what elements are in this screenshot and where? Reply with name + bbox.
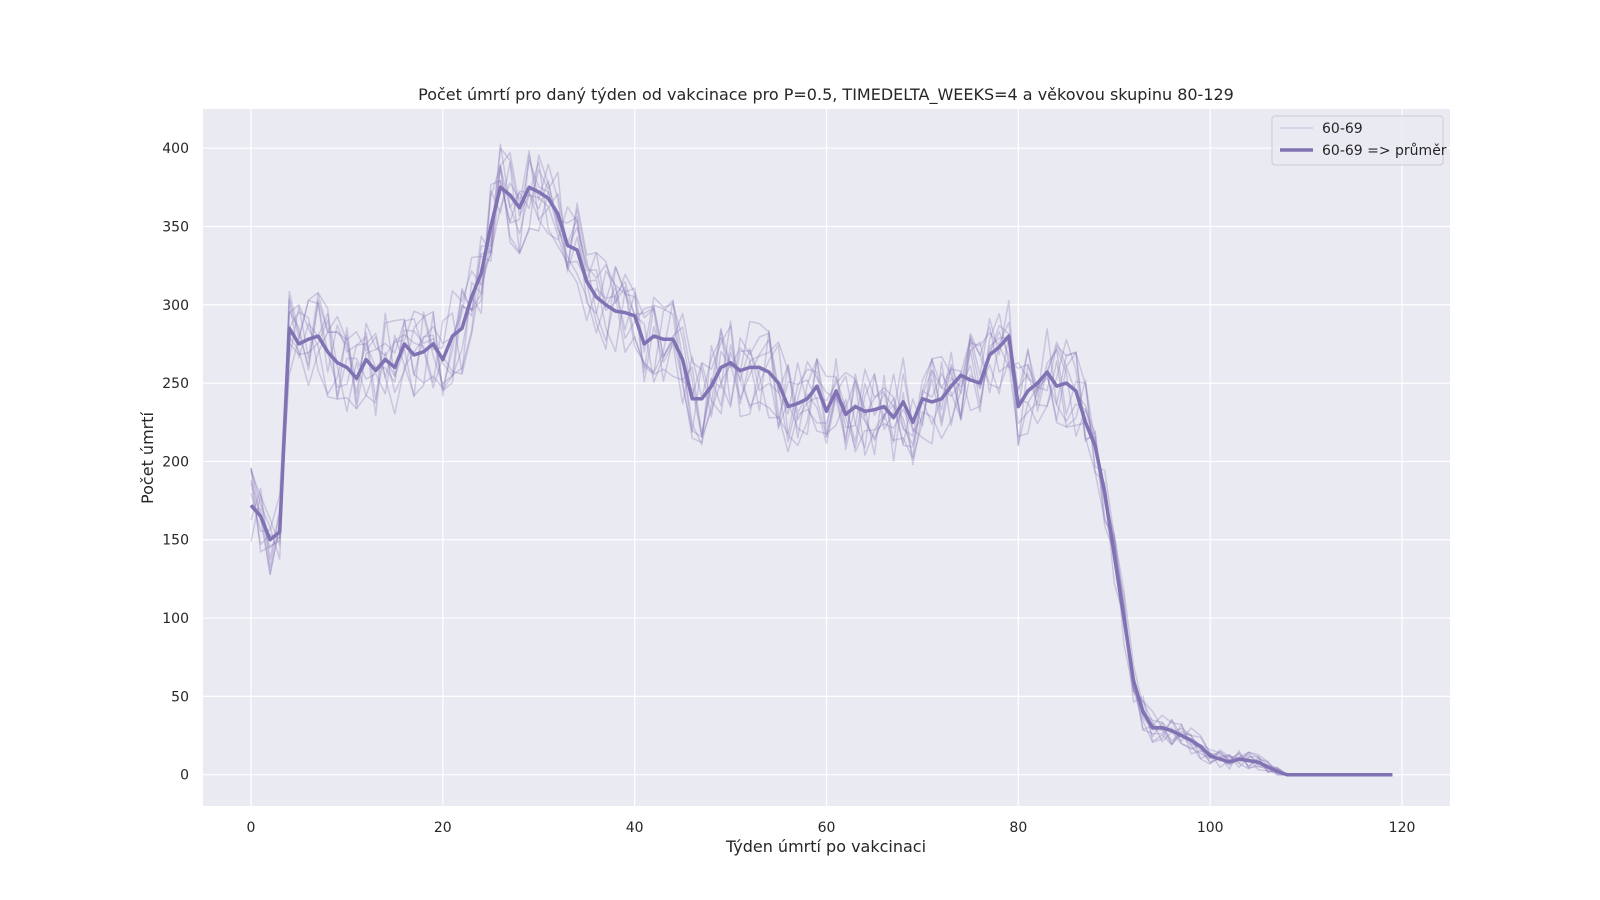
x-axis-label: Týden úmrtí po vakcinaci bbox=[725, 837, 926, 856]
legend: 60-69 60-69 => průměr bbox=[1271, 115, 1447, 166]
y-axis-label: Počet úmrtí bbox=[138, 412, 157, 504]
y-tick-label: 200 bbox=[162, 454, 189, 470]
legend-label-mean: 60-69 => průměr bbox=[1322, 143, 1447, 159]
y-tick-label: 350 bbox=[162, 219, 189, 235]
x-tick-label: 40 bbox=[626, 820, 644, 836]
x-tick-label: 20 bbox=[434, 820, 452, 836]
x-tick-label: 120 bbox=[1389, 820, 1416, 836]
run-line bbox=[250, 150, 1393, 776]
y-ticks: 0 50 100 150 200 250 300 350 400 bbox=[162, 141, 189, 784]
y-tick-label: 50 bbox=[171, 689, 189, 705]
x-tick-label: 80 bbox=[1009, 820, 1027, 836]
y-tick-label: 250 bbox=[162, 376, 189, 392]
mean-line bbox=[249, 185, 1393, 777]
run-line bbox=[250, 147, 1393, 776]
run-line bbox=[250, 180, 1393, 776]
x-ticks: 0 20 40 60 80 100 120 bbox=[247, 820, 1416, 836]
x-tick-label: 100 bbox=[1197, 820, 1224, 836]
grid bbox=[203, 109, 1450, 806]
chart-title: Počet úmrtí pro daný týden od vakcinace … bbox=[418, 85, 1234, 105]
run-line bbox=[250, 182, 1393, 776]
y-tick-label: 400 bbox=[162, 141, 189, 157]
legend-box bbox=[1271, 115, 1444, 166]
legend-label-runs: 60-69 bbox=[1322, 121, 1363, 137]
y-tick-label: 100 bbox=[162, 611, 189, 627]
run-line bbox=[250, 143, 1393, 776]
x-tick-label: 60 bbox=[818, 820, 836, 836]
y-tick-label: 150 bbox=[162, 533, 189, 549]
run-line bbox=[250, 164, 1393, 776]
x-tick-label: 0 bbox=[247, 820, 256, 836]
y-tick-label: 300 bbox=[162, 298, 189, 314]
y-tick-label: 0 bbox=[180, 768, 189, 784]
